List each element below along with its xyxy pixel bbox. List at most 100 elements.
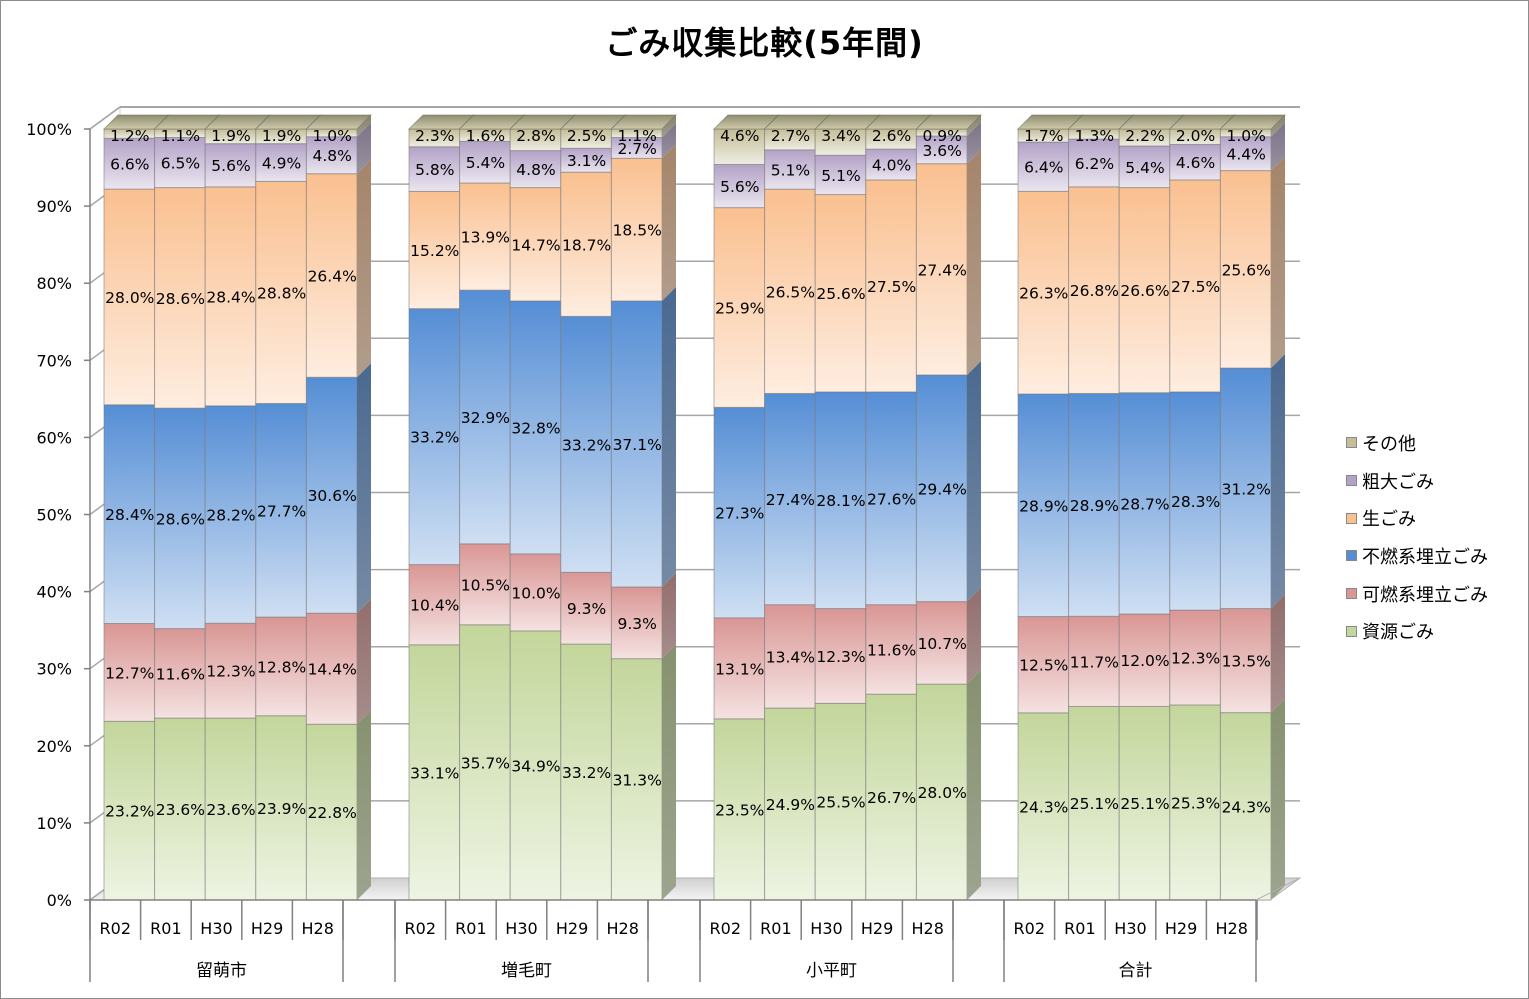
legend-swatch-icon	[1346, 625, 1357, 637]
bar-top	[610, 114, 678, 130]
bar-segment	[764, 707, 816, 901]
bar-stack	[1067, 114, 1135, 901]
bar-segment	[154, 136, 206, 189]
data-label: 6.4%	[1024, 159, 1063, 177]
data-label: 31.2%	[1222, 480, 1271, 498]
bar-segment	[154, 407, 206, 630]
bar-segment	[459, 289, 511, 545]
bar-segment	[1017, 393, 1070, 618]
bar-side	[662, 123, 676, 159]
data-label: 15.2%	[410, 242, 459, 260]
bar-segment	[764, 392, 816, 606]
data-label: 2.5%	[567, 127, 606, 145]
data-label: 27.6%	[867, 490, 916, 508]
x-category-label: H29	[1165, 919, 1197, 938]
bar-side	[967, 121, 981, 164]
legend-item: 可燃系埋立ごみ	[1346, 575, 1488, 613]
data-label: 28.6%	[156, 510, 205, 528]
x-category-label: H30	[505, 919, 537, 938]
data-label: 12.5%	[1019, 657, 1068, 675]
bar-side	[1271, 354, 1285, 609]
bar-side	[1271, 122, 1285, 171]
data-label: 25.6%	[1222, 261, 1271, 279]
bar-segment	[814, 194, 867, 393]
y-tick-label: 40%	[36, 583, 72, 602]
bar-side	[967, 149, 981, 375]
bar-segment	[1017, 712, 1070, 901]
x-category-label: R01	[1064, 919, 1095, 938]
legend-swatch-icon	[1346, 512, 1357, 524]
data-label: 3.1%	[567, 152, 606, 170]
bar-segment	[408, 308, 461, 566]
data-label: 6.5%	[161, 155, 200, 173]
legend-label: 不燃系埋立ごみ	[1362, 546, 1488, 568]
data-label: 28.0%	[918, 784, 967, 802]
bar-stack	[102, 114, 170, 901]
data-label: 6.6%	[110, 156, 149, 174]
data-label: 4.9%	[262, 155, 301, 173]
bar-side	[662, 144, 676, 301]
legend-label: 資源ごみ	[1362, 622, 1434, 644]
data-label: 1.1%	[618, 127, 657, 145]
data-label: 13.1%	[715, 660, 764, 678]
bar-side	[967, 115, 981, 136]
bar-segment	[408, 644, 461, 901]
bar-stack	[1016, 114, 1084, 901]
data-label: 5.8%	[415, 161, 454, 179]
y-tick-label: 50%	[36, 506, 72, 525]
data-label: 28.8%	[257, 284, 306, 302]
data-label: 25.9%	[715, 299, 764, 317]
bar-segment	[814, 391, 867, 610]
data-label: 27.3%	[715, 505, 764, 523]
data-label: 2.7%	[771, 127, 810, 145]
x-category-label: H29	[556, 919, 588, 938]
data-label: 14.7%	[511, 236, 560, 254]
data-label: 10.4%	[410, 597, 459, 615]
bar-segment	[1169, 609, 1221, 706]
bar-segment	[204, 717, 257, 901]
data-label: 23.9%	[257, 800, 306, 818]
bar-segment	[713, 718, 766, 901]
bar-segment	[1017, 141, 1070, 192]
data-label: 1.9%	[211, 127, 250, 145]
bar-segment	[459, 140, 511, 184]
data-label: 33.2%	[410, 429, 459, 447]
bar-side	[1271, 115, 1285, 137]
bar-stack	[712, 114, 780, 901]
data-label: 5.4%	[1125, 159, 1164, 177]
bar-segment	[865, 693, 917, 901]
data-label: 2.3%	[415, 127, 454, 145]
bar-stack	[610, 114, 678, 901]
bar-stack	[915, 114, 983, 901]
bar-side	[357, 599, 371, 725]
data-label: 27.7%	[257, 502, 306, 520]
data-label: 25.1%	[1070, 795, 1119, 813]
bar-segment	[1169, 179, 1221, 393]
x-category-label: R02	[405, 919, 436, 938]
data-labels: 23.2% 12.7% 28.4% 28.0% 6.6% 1.2% 23.6% 11.6% 28…	[105, 127, 1271, 822]
data-label: 32.9%	[461, 409, 510, 427]
y-tick-label: 30%	[36, 660, 72, 679]
data-label: 33.1%	[410, 764, 459, 782]
data-label: 13.5%	[1222, 653, 1271, 671]
data-label: 28.4%	[206, 288, 255, 306]
bar-side	[357, 159, 371, 378]
data-label: 11.7%	[1070, 653, 1119, 671]
data-label: 14.4%	[308, 661, 357, 679]
bar-stack	[1117, 114, 1186, 901]
bar-segment	[509, 553, 562, 632]
bar-segment	[1017, 190, 1070, 395]
data-label: 28.2%	[206, 507, 255, 525]
data-label: 12.0%	[1120, 652, 1169, 670]
data-label: 26.4%	[308, 267, 357, 285]
legend: その他 粗大ごみ 生ごみ 不燃系埋立ごみ 可燃系埋立ごみ 資源ごみ	[1346, 424, 1488, 650]
bar-segment	[764, 188, 816, 394]
bar-stack	[153, 114, 221, 901]
data-label: 27.5%	[867, 278, 916, 296]
x-category-label: H29	[861, 919, 893, 938]
data-label: 33.2%	[562, 436, 611, 454]
data-label: 27.4%	[918, 261, 967, 279]
bar-segment	[764, 149, 816, 190]
data-label: 11.6%	[156, 665, 205, 683]
legend-label: その他	[1362, 433, 1416, 455]
